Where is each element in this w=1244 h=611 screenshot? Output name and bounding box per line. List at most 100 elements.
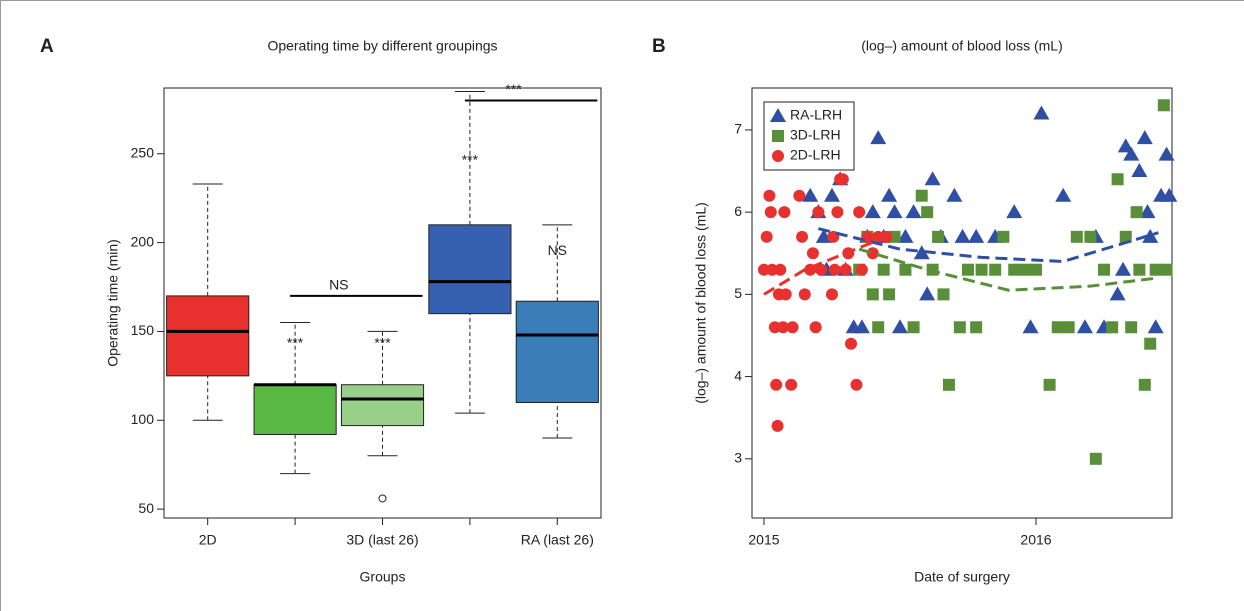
- point: [763, 189, 776, 202]
- point: [1115, 261, 1132, 276]
- y-axis-label: Operating time (min): [105, 239, 121, 367]
- point: [1144, 337, 1157, 350]
- point: [1055, 187, 1072, 202]
- point: [855, 263, 868, 276]
- point: [915, 189, 928, 202]
- point: [897, 228, 914, 243]
- x-tick-label: 2015: [748, 532, 779, 548]
- point: [778, 206, 791, 219]
- point: [886, 204, 903, 219]
- point: [924, 171, 941, 186]
- point: [905, 204, 922, 219]
- panel-label: A: [40, 36, 54, 57]
- point: [1157, 99, 1170, 112]
- point: [845, 337, 858, 350]
- y-tick-label: 50: [138, 500, 154, 516]
- box: [340, 384, 425, 427]
- annotation: ***: [374, 335, 391, 351]
- point: [1161, 187, 1178, 202]
- point: [1029, 263, 1042, 276]
- y-tick-label: 150: [131, 322, 155, 338]
- box: [428, 224, 512, 315]
- legend-marker: [772, 150, 784, 162]
- point: [866, 247, 879, 260]
- point: [872, 321, 885, 334]
- point: [1147, 319, 1164, 334]
- point: [899, 263, 912, 276]
- point: [870, 130, 887, 145]
- box: [515, 300, 599, 404]
- x-tick-label: 3D (last 26): [346, 532, 418, 548]
- x-axis-label: Date of surgery: [914, 569, 1010, 585]
- point: [1133, 263, 1146, 276]
- point: [770, 378, 783, 391]
- y-axis-label: (log–) amount of blood loss (mL): [693, 202, 709, 404]
- y-tick-label: 100: [131, 411, 155, 427]
- point: [786, 321, 799, 334]
- point: [877, 263, 890, 276]
- x-tick-label: RA (last 26): [521, 532, 594, 548]
- y-tick-label: 6: [734, 203, 742, 219]
- point: [1019, 263, 1032, 276]
- point: [1136, 130, 1153, 145]
- annotation: ***: [462, 152, 479, 168]
- point: [932, 230, 945, 243]
- point: [1117, 138, 1134, 153]
- plot-frame: [751, 87, 1173, 519]
- point: [793, 189, 806, 202]
- point: [839, 263, 852, 276]
- point: [806, 247, 819, 260]
- point: [1139, 204, 1156, 219]
- y-tick-label: 250: [131, 144, 155, 160]
- chart-title: Operating time by different groupings: [267, 38, 497, 54]
- point: [961, 263, 974, 276]
- point: [1158, 146, 1175, 161]
- annotation: ***: [287, 335, 304, 351]
- point: [921, 206, 934, 219]
- point: [798, 288, 811, 301]
- point: [828, 263, 841, 276]
- point: [853, 206, 866, 219]
- point: [919, 286, 936, 301]
- trend-line: [858, 247, 1159, 292]
- point: [853, 319, 870, 334]
- trend-line: [763, 235, 887, 296]
- y-tick-label: 4: [734, 367, 742, 383]
- point: [1084, 230, 1097, 243]
- point: [1142, 228, 1159, 243]
- point: [836, 173, 849, 186]
- point: [796, 230, 809, 243]
- x-tick-label: 2016: [1020, 532, 1051, 548]
- point: [1097, 263, 1110, 276]
- annotation: NS: [548, 242, 567, 258]
- trend-line: [818, 227, 1159, 263]
- point: [975, 263, 988, 276]
- point: [771, 419, 784, 432]
- y-tick-label: 3: [734, 450, 742, 466]
- point: [777, 321, 790, 334]
- point: [1119, 230, 1132, 243]
- point: [1149, 263, 1162, 276]
- point: [825, 288, 838, 301]
- point: [953, 321, 966, 334]
- point: [802, 187, 819, 202]
- point: [815, 228, 832, 243]
- x-axis-label: Groups: [360, 569, 406, 585]
- point: [774, 263, 787, 276]
- point: [1130, 206, 1143, 219]
- point: [812, 206, 825, 219]
- point: [1106, 321, 1119, 334]
- point: [913, 245, 930, 260]
- box: [166, 295, 250, 377]
- point: [937, 288, 950, 301]
- outlier: [378, 494, 387, 503]
- point: [764, 206, 777, 219]
- point: [1131, 163, 1148, 178]
- panel-label: B: [652, 36, 666, 57]
- point: [954, 228, 971, 243]
- point: [760, 230, 773, 243]
- point: [970, 321, 983, 334]
- point: [823, 187, 840, 202]
- point: [968, 228, 985, 243]
- point: [997, 230, 1010, 243]
